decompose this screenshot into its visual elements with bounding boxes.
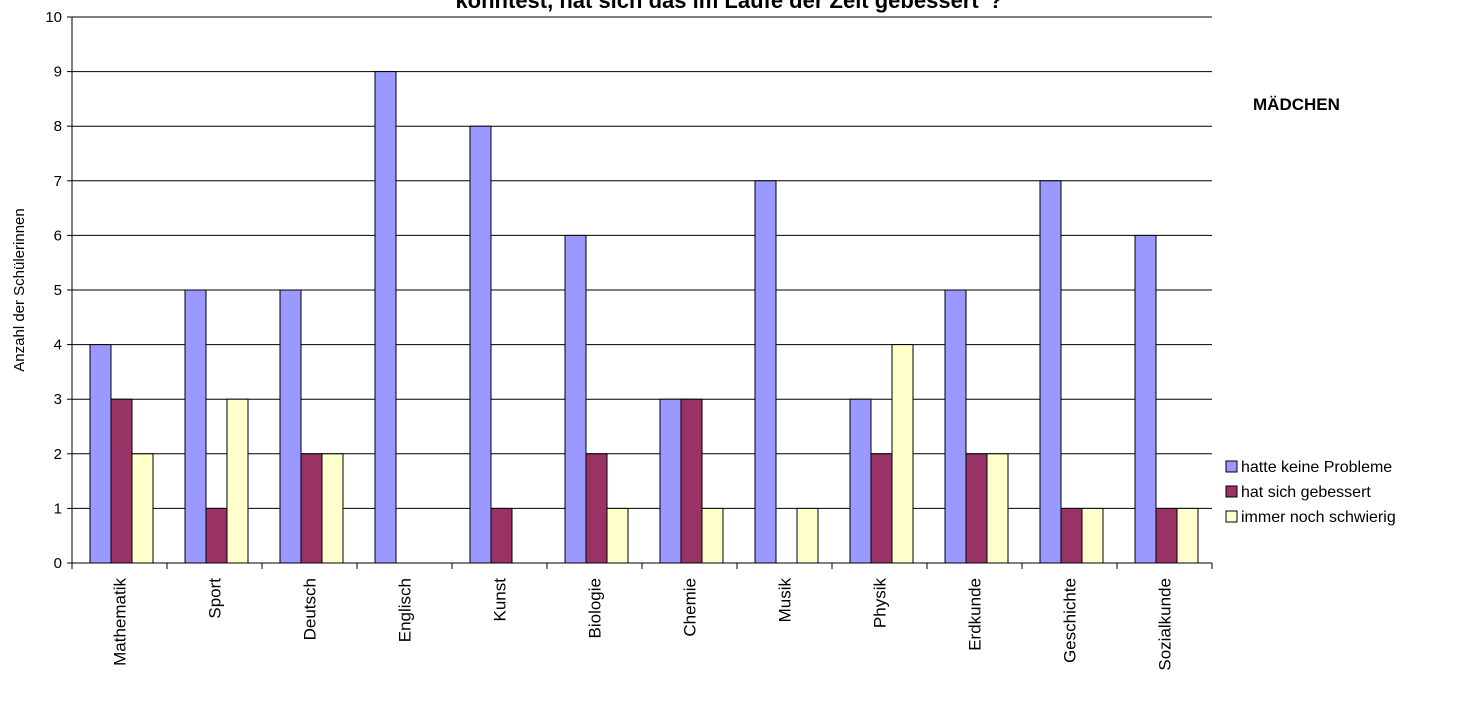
bar-erdkunde-series-2 [965,453,988,564]
y-tick-label: 4 [54,337,62,354]
chart-title: konntest, hat sich das im Laufe der Zeit… [455,0,1002,13]
x-tick-label: Physik [871,578,890,629]
bar-musik-series-1 [754,180,777,564]
y-tick-label: 5 [54,282,62,299]
y-tick-label: 9 [54,64,62,81]
bar-biologie-series-2 [585,453,608,564]
bar-englisch-series-1 [374,71,397,564]
bar-geschichte-series-2 [1060,507,1083,564]
bar-biologie-series-1 [564,234,587,564]
bars [89,71,1199,564]
x-tick-label: Englisch [396,578,415,642]
x-tick-label: Mathematik [111,578,130,666]
y-tick-label: 7 [54,173,62,190]
y-tick-label: 6 [54,227,62,244]
y-tick-label: 1 [54,500,62,517]
legend-swatch [1225,460,1238,473]
bar-mathematik-series-2 [110,398,133,564]
x-tick-labels: Mathematik Sport Deutsch Englisch Kunst Biolo… [111,578,1175,671]
x-tick-label: Sport [206,578,225,619]
x-tick-label: Kunst [491,578,510,622]
bar-deutsch-series-2 [300,453,323,564]
bar-sport-series-2 [205,507,228,564]
bar-deutsch-series-3 [321,453,344,564]
legend-entry: hatte keine Probleme [1241,459,1392,476]
bar-kunst-series-2 [490,507,513,564]
bar-sport-series-3 [226,398,249,564]
bar-chemie-series-2 [680,398,703,564]
bar-sport-series-1 [184,289,207,564]
x-tick-label: Erdkunde [966,578,985,651]
bar-sozialkunde-series-3 [1176,507,1199,564]
legend-swatch [1225,485,1238,498]
bar-chemie-series-3 [701,507,724,564]
bar-deutsch-series-1 [279,289,302,564]
legend-entry: immer noch schwierig [1241,509,1396,526]
axes [67,16,1213,569]
bar-biologie-series-3 [606,507,629,564]
side-label-maedchen: MÄDCHEN [1253,95,1340,114]
x-tick-label: Sozialkunde [1156,578,1175,671]
gridlines [72,16,1212,509]
y-tick-label: 10 [45,9,62,26]
bar-chemie-series-1 [659,398,682,564]
bar-geschichte-series-3 [1081,507,1104,564]
y-tick-label: 0 [54,555,62,572]
y-tick-labels: 0 1 2 3 4 5 6 7 8 9 10 [45,9,62,572]
legend-swatch [1225,510,1238,523]
x-tick-label: Chemie [681,578,700,637]
x-tick-label: Geschichte [1061,578,1080,663]
y-tick-label: 8 [54,118,62,135]
bar-geschichte-series-1 [1039,180,1062,564]
x-tick-label: Deutsch [301,578,320,640]
x-tick-label: Biologie [586,578,605,639]
bar-sozialkunde-series-2 [1155,507,1178,564]
bar-physik-series-1 [849,398,872,564]
bar-physik-series-2 [870,453,893,564]
bar-physik-series-3 [891,344,914,564]
bar-mathematik-series-3 [131,453,154,564]
y-axis-label: Anzahl der Schülerinnen [11,208,28,371]
bar-musik-series-3 [796,507,819,564]
bar-erdkunde-series-1 [944,289,967,564]
legend: hatte keine Probleme hat sich gebessert im… [1225,459,1396,526]
y-tick-label: 2 [54,446,62,463]
y-tick-label: 3 [54,391,62,408]
bar-kunst-series-1 [469,125,492,564]
x-tick-label: Musik [776,578,795,623]
bar-sozialkunde-series-1 [1134,234,1157,564]
bar-mathematik-series-1 [89,344,112,564]
bar-erdkunde-series-3 [986,453,1009,564]
legend-entry: hat sich gebessert [1241,484,1371,501]
